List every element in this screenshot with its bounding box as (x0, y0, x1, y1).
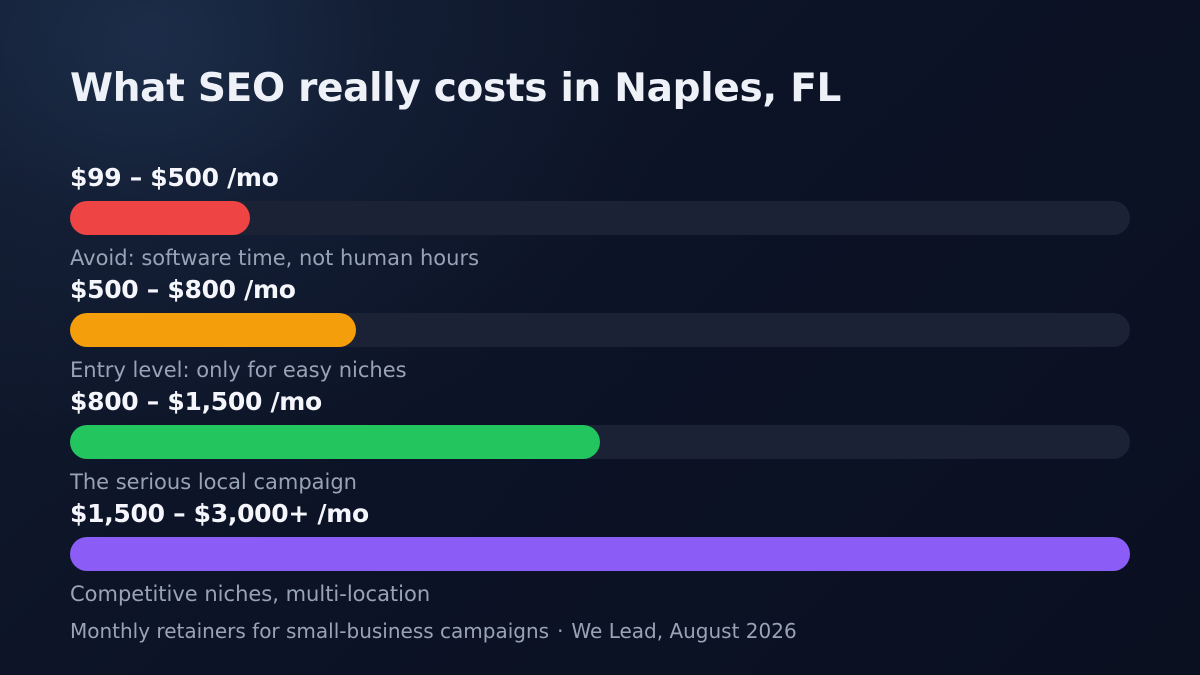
tier-2-bar (70, 313, 356, 347)
tier-1-bar (70, 201, 250, 235)
footer-source: We Lead, August 2026 (571, 619, 797, 643)
chart-footer: Monthly retainers for small-business cam… (70, 619, 797, 643)
chart-title: What SEO really costs in Naples, FL (70, 66, 842, 111)
tier-4-track (70, 537, 1130, 571)
tier-4-bar (70, 537, 1130, 571)
footer-caption: Monthly retainers for small-business cam… (70, 619, 550, 643)
tier-4-note: Competitive niches, multi-location (70, 582, 431, 606)
footer-separator: · (557, 619, 564, 643)
tier-2: $500 – $800 /mo Entry level: only for ea… (70, 275, 1130, 387)
tier-2-track (70, 313, 1130, 347)
tier-4: $1,500 – $3,000+ /mo Competitive niches,… (70, 499, 1130, 611)
tier-1-price-label: $99 – $500 /mo (70, 163, 279, 192)
tier-3-bar (70, 425, 600, 459)
tier-1-note: Avoid: software time, not human hours (70, 246, 480, 270)
tier-2-price-label: $500 – $800 /mo (70, 275, 296, 304)
tier-3: $800 – $1,500 /mo The serious local camp… (70, 387, 1130, 499)
tier-2-note: Entry level: only for easy niches (70, 358, 407, 382)
tier-3-track (70, 425, 1130, 459)
tier-1: $99 – $500 /mo Avoid: software time, not… (70, 163, 1130, 275)
tier-3-price-label: $800 – $1,500 /mo (70, 387, 322, 416)
tier-1-track (70, 201, 1130, 235)
tier-4-price-label: $1,500 – $3,000+ /mo (70, 499, 369, 528)
tier-3-note: The serious local campaign (70, 470, 357, 494)
